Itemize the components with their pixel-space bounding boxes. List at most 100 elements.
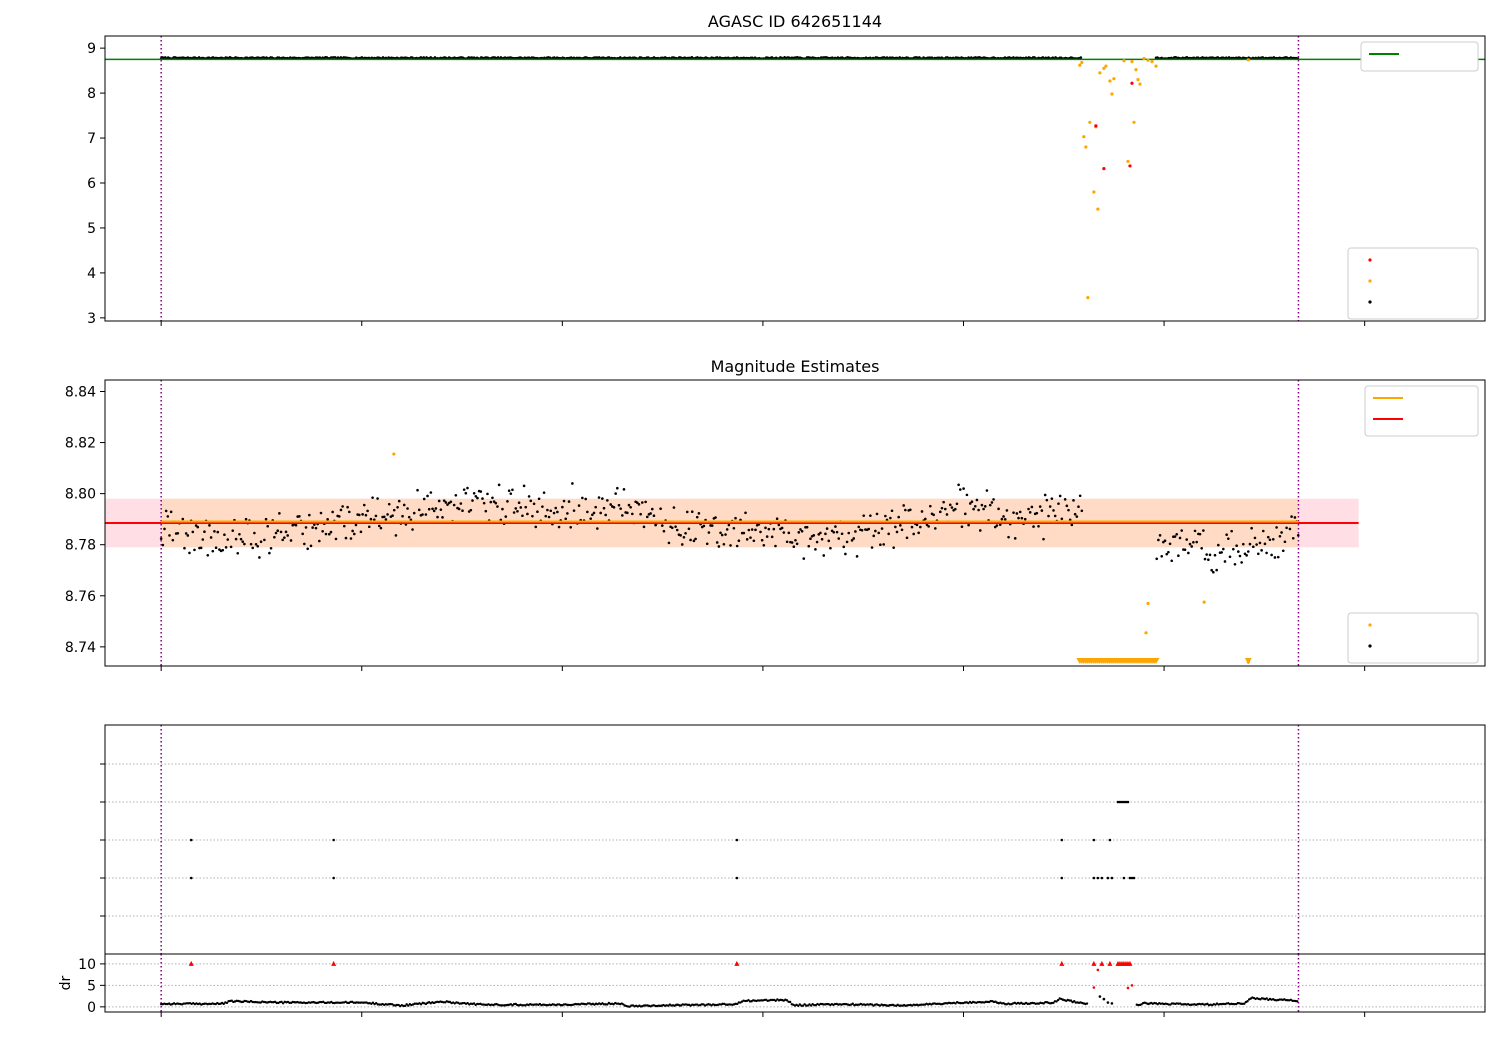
- ok-point: [352, 532, 356, 536]
- dr-point: [788, 1000, 792, 1004]
- ok-point: [344, 536, 348, 540]
- ok-point: [827, 539, 831, 543]
- ok-point: [206, 553, 210, 557]
- ok-point: [171, 538, 175, 542]
- ok-point: [519, 506, 523, 509]
- ok-point: [897, 515, 900, 519]
- ok-point: [449, 500, 453, 504]
- ok-point: [459, 502, 463, 505]
- ok-point: [822, 554, 826, 557]
- ok-point: [1020, 516, 1024, 520]
- highlighted-point: [1108, 79, 1112, 83]
- dr-point: [472, 1002, 476, 1005]
- highlighted-point: [1134, 68, 1138, 72]
- ok-point: [1048, 505, 1052, 508]
- dr-point: [280, 1000, 283, 1004]
- ok-point: [942, 500, 945, 504]
- ok-point: [1043, 493, 1047, 497]
- ok-point: [662, 529, 666, 533]
- dr-outlier-point: [1130, 984, 1134, 987]
- ok-point: [509, 492, 513, 495]
- ok-point: [1040, 509, 1044, 512]
- ok-point: [1223, 560, 1227, 563]
- y-tick-label: 8: [87, 86, 96, 102]
- ok-point: [1263, 542, 1267, 546]
- ok-point: [1075, 515, 1079, 518]
- ok-point: [790, 541, 794, 544]
- ok-point: [787, 531, 791, 535]
- ok-point: [1163, 539, 1167, 542]
- ok-point: [631, 512, 634, 516]
- ok-point: [1165, 552, 1169, 556]
- ok-point: [1168, 542, 1172, 546]
- ok-point: [869, 514, 872, 517]
- ok-point: [387, 502, 391, 506]
- ok-point: [589, 517, 592, 520]
- ok-point: [690, 510, 694, 514]
- ok-point: [359, 530, 363, 534]
- ok-point: [754, 528, 757, 532]
- ok-point: [366, 509, 369, 513]
- ok-point: [412, 511, 416, 515]
- ok-point: [1238, 554, 1242, 558]
- ok-point: [815, 540, 819, 544]
- ok-point: [1175, 532, 1179, 536]
- ok-point: [1160, 555, 1164, 558]
- ok-point: [301, 532, 304, 536]
- ok-point: [314, 526, 318, 530]
- not-ok-point: [1102, 167, 1106, 171]
- ok-point: [439, 508, 443, 511]
- ok-point: [376, 497, 379, 500]
- ok-point: [1271, 537, 1275, 541]
- ok-point: [919, 525, 922, 529]
- ok-point: [254, 542, 258, 546]
- highlighted-point: [1202, 600, 1206, 604]
- highlighted-point: [1142, 56, 1146, 61]
- ok-point: [1250, 526, 1253, 530]
- ok-point: [396, 506, 399, 509]
- ok-point: [324, 532, 328, 536]
- ok-point: [361, 513, 364, 516]
- ok-point: [437, 499, 441, 503]
- ok-point: [832, 530, 836, 534]
- ok-point: [900, 528, 904, 532]
- ok-point: [263, 538, 266, 542]
- ok-point: [374, 514, 378, 518]
- y-tick-label: 9: [87, 41, 96, 57]
- axes-frame: [104, 379, 1486, 667]
- ok-point: [256, 544, 260, 548]
- ok-point: [932, 513, 935, 517]
- dr-outlier-point: [1102, 997, 1106, 1001]
- ok-point: [1057, 502, 1060, 505]
- dr-points: [159, 996, 1299, 1008]
- ok-point: [572, 509, 576, 512]
- ok-point: [1013, 537, 1017, 540]
- ok-point: [592, 511, 596, 515]
- ok-point: [471, 499, 474, 502]
- ok-point: [411, 528, 414, 531]
- ok-point: [461, 509, 464, 513]
- flag-event-point: [1128, 876, 1132, 880]
- ok-point: [201, 538, 205, 541]
- ok-point: [446, 503, 449, 506]
- ok-point: [884, 514, 887, 518]
- ok-point: [521, 514, 524, 518]
- flag-event-point: [1126, 800, 1130, 804]
- dr-point: [1246, 1000, 1249, 1003]
- ok-point: [775, 517, 779, 520]
- y-tick-label: 6: [87, 176, 96, 192]
- ok-point: [1170, 559, 1174, 563]
- ok-point: [1240, 561, 1243, 564]
- ok-point: [800, 529, 804, 533]
- ok-point: [517, 501, 521, 505]
- ok-point: [424, 513, 428, 516]
- ok-point: [406, 507, 409, 510]
- ok-point: [1283, 540, 1287, 544]
- ok-point: [597, 496, 601, 499]
- flag-event-point: [189, 838, 193, 842]
- ok-point: [278, 512, 281, 515]
- ok-point: [1042, 537, 1045, 541]
- ok-point: [805, 525, 809, 529]
- ok-point: [850, 539, 854, 542]
- ok-point: [1050, 497, 1054, 500]
